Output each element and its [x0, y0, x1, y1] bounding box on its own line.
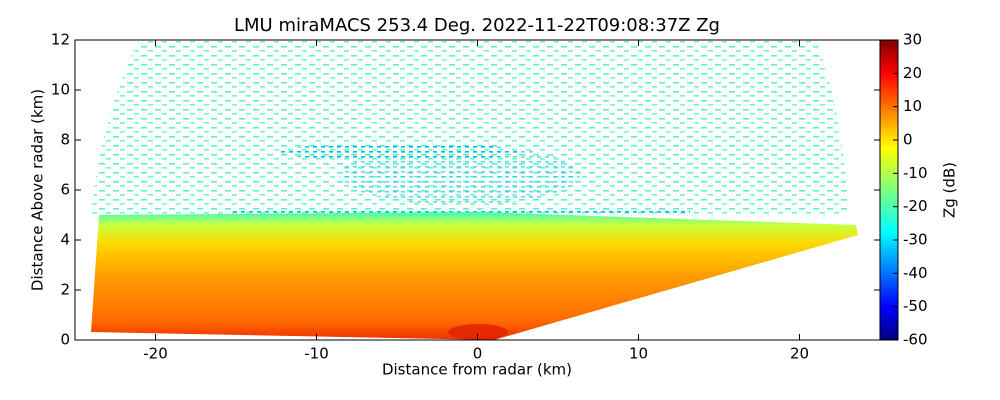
melting-top — [230, 208, 690, 216]
colorbar-tick-label: -20 — [903, 197, 928, 215]
x-tick-label: 0 — [473, 345, 483, 363]
colorbar-label: Zg (dB) — [941, 162, 959, 218]
cloud-core — [340, 145, 580, 205]
x-tick-label: 10 — [629, 345, 648, 363]
y-tick-label: 2 — [60, 281, 70, 299]
colorbar-tick-label: -60 — [903, 331, 928, 349]
y-axis-label: Distance Above radar (km) — [29, 89, 47, 291]
colorbar-tick-label: -40 — [903, 264, 928, 282]
y-tick-label: 10 — [51, 81, 70, 99]
near-radar-echo — [448, 324, 508, 340]
radar-field — [91, 40, 858, 340]
cloud-echo — [91, 40, 848, 215]
colorbar-tick-label: 0 — [903, 131, 913, 149]
chart-title: LMU miraMACS 253.4 Deg. 2022-11-22T09:08… — [234, 15, 720, 36]
colorbar-tick-label: -50 — [903, 297, 928, 315]
x-tick-label: -10 — [304, 345, 329, 363]
x-tick-label: 20 — [790, 345, 809, 363]
colorbar-tick-label: 20 — [903, 64, 922, 82]
y-tick-label: 4 — [60, 231, 70, 249]
x-tick-label: -20 — [143, 345, 168, 363]
colorbar — [879, 39, 899, 341]
y-tick-label: 12 — [51, 31, 70, 49]
y-tick-label: 8 — [60, 131, 70, 149]
colorbar-tick-label: -10 — [903, 164, 928, 182]
colorbar-tick-label: 10 — [903, 97, 922, 115]
colorbar-tick-label: -30 — [903, 231, 928, 249]
precipitation-echo — [91, 212, 858, 340]
y-tick-label: 6 — [60, 181, 70, 199]
colorbar-tick-label: 30 — [903, 31, 922, 49]
x-axis-label: Distance from radar (km) — [382, 361, 572, 379]
y-tick-label: 0 — [60, 331, 70, 349]
